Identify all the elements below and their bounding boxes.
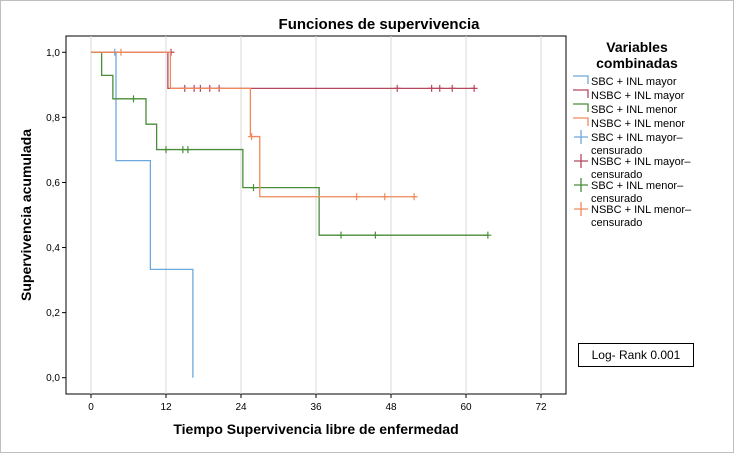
censor-mark-1-9 [448,84,456,92]
x-axis-title: Tiempo Supervivencia libre de enfermedad [173,421,458,437]
legend-entry-2: SBC + INL menor [573,103,677,116]
legend-title-line-1: Variables [606,39,668,55]
x-axis-ticks: 0 12 24 36 48 60 72 [88,394,547,413]
legend-label-5-1: censurado [591,169,642,181]
series-3 [91,48,418,201]
legend-swatch-5 [574,154,588,168]
grid-lines [90,36,542,394]
legend-swatch-6 [574,178,588,192]
censor-mark-3-4 [410,193,418,201]
legend-label-0-0: SBC + INL mayor [591,76,677,88]
y-tick-label-4: 0,8 [46,113,60,124]
legend-label-7-0: NSBC + INL menor– [591,204,692,216]
legend-swatch-7 [574,202,588,216]
log-rank-annotation: Log- Rank 0.001 [578,343,694,367]
series-2 [91,51,492,239]
legend-label-6-0: SBC + INL menor– [591,180,684,192]
legend-swatch-3 [573,117,589,126]
survival-curve-2 [91,51,488,236]
y-tick-label-0: 0,0 [46,373,60,384]
censor-mark-3-3 [381,193,389,201]
legend-label-5-0: NSBC + INL mayor– [591,156,691,168]
x-tick-label-4: 48 [385,402,397,413]
legend-entry-3: NSBC + INL menor [573,117,685,130]
y-axis-ticks: 0,0 0,2 0,4 0,6 0,8 1,0 [46,48,66,384]
censor-mark-1-8 [436,84,444,92]
censor-mark-3-1 [248,133,256,141]
x-tick-label-1: 12 [160,402,172,413]
legend-swatch-4 [574,130,588,144]
y-tick-label-3: 0,6 [46,178,60,189]
censor-mark-2-3 [184,146,192,154]
y-tick-label-5: 1,0 [46,48,60,59]
y-tick-label-2: 0,4 [46,243,60,254]
legend-swatch-2 [573,103,589,112]
legend-label-6-1: censurado [591,193,642,205]
censor-mark-1-7 [428,84,436,92]
censor-mark-1-6 [393,84,401,92]
legend-swatch-1 [573,89,589,98]
censor-mark-3-0 [117,48,125,56]
censor-mark-2-0 [130,95,137,103]
legend-label-1-0: NSBC + INL mayor [591,90,685,102]
legend-label-2-0: SBC + INL menor [591,104,677,116]
censor-mark-3-2 [353,193,361,201]
series-layer [91,48,492,378]
legend-entry-5: NSBC + INL mayor–censurado [574,154,691,181]
chart-title: Funciones de supervivencia [279,16,481,33]
censor-mark-2-5 [337,231,345,239]
y-tick-label-1: 0,2 [46,308,60,319]
censor-mark-2-4 [250,184,257,192]
legend-label-4-1: censurado [591,145,642,157]
legend-label-7-1: censurado [591,217,642,229]
legend-swatch-0 [573,75,589,84]
censor-mark-2-1 [162,146,170,154]
legend-label-3-0: NSBC + INL menor [591,118,685,130]
legend-label-4-0: SBC + INL mayor– [591,132,683,144]
legend-title-line-2: combinadas [596,55,678,71]
legend-entries: SBC + INL mayor NSBC + INL mayor SBC + INL… [573,75,692,229]
x-tick-label-6: 72 [535,402,547,413]
censor-mark-2-7 [484,231,492,239]
survival-curve-3 [91,51,416,198]
legend-entry-0: SBC + INL mayor [573,75,677,88]
x-tick-label-0: 0 [88,402,94,413]
y-axis-title: Supervivencia acumulada [18,129,34,301]
x-tick-label-2: 24 [235,402,247,413]
legend-entry-4: SBC + INL mayor–censurado [574,130,683,157]
censor-mark-1-10 [470,84,478,92]
censor-mark-2-6 [371,231,379,239]
legend: Variables combinadas SBC + INL mayor NSBC… [573,39,692,229]
legend-entry-6: SBC + INL menor–censurado [574,178,684,205]
x-tick-label-5: 60 [460,402,472,413]
x-tick-label-3: 36 [310,402,322,413]
legend-entry-7: NSBC + INL menor–censurado [574,202,692,229]
legend-entry-1: NSBC + INL mayor [573,89,685,102]
